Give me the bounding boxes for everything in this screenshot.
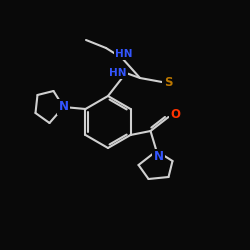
Text: HN: HN bbox=[109, 68, 127, 78]
Text: HN: HN bbox=[115, 49, 133, 59]
Text: HN: HN bbox=[109, 68, 127, 78]
Text: N: N bbox=[58, 100, 68, 114]
Text: S: S bbox=[164, 76, 172, 88]
Text: N: N bbox=[154, 150, 164, 164]
Text: S: S bbox=[164, 76, 172, 88]
Text: HN: HN bbox=[115, 49, 133, 59]
Text: O: O bbox=[170, 108, 180, 122]
Text: N: N bbox=[154, 150, 164, 164]
Text: N: N bbox=[58, 100, 68, 114]
Text: O: O bbox=[170, 108, 180, 122]
